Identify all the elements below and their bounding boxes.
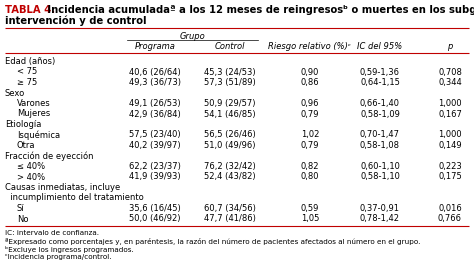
- Text: < 75: < 75: [17, 68, 37, 77]
- Text: TABLA 4.: TABLA 4.: [5, 5, 55, 15]
- Text: Otra: Otra: [17, 141, 36, 150]
- Text: 76,2 (32/42): 76,2 (32/42): [204, 162, 256, 171]
- Text: 1,000: 1,000: [438, 99, 462, 108]
- Text: 52,4 (43/82): 52,4 (43/82): [204, 172, 256, 182]
- Text: 0,223: 0,223: [438, 162, 462, 171]
- Text: 0,64-1,15: 0,64-1,15: [360, 78, 400, 87]
- Text: 0,58-1,08: 0,58-1,08: [360, 141, 400, 150]
- Text: Grupo: Grupo: [180, 32, 205, 41]
- Text: intervención y de control: intervención y de control: [5, 16, 146, 26]
- Text: 49,3 (36/73): 49,3 (36/73): [129, 78, 181, 87]
- Text: 0,708: 0,708: [438, 68, 462, 77]
- Text: No: No: [17, 215, 28, 223]
- Text: > 40%: > 40%: [17, 172, 45, 182]
- Text: 0,78-1,42: 0,78-1,42: [360, 215, 400, 223]
- Text: 50,9 (29/57): 50,9 (29/57): [204, 99, 256, 108]
- Text: Sí: Sí: [17, 204, 25, 213]
- Text: 56,5 (26/46): 56,5 (26/46): [204, 130, 256, 139]
- Text: 47,7 (41/86): 47,7 (41/86): [204, 215, 256, 223]
- Text: 0,59: 0,59: [301, 204, 319, 213]
- Text: 0,016: 0,016: [438, 204, 462, 213]
- Text: p: p: [447, 42, 453, 51]
- Text: 42,9 (36/84): 42,9 (36/84): [129, 110, 181, 118]
- Text: 0,90: 0,90: [301, 68, 319, 77]
- Text: 57,5 (23/40): 57,5 (23/40): [129, 130, 181, 139]
- Text: 40,6 (26/64): 40,6 (26/64): [129, 68, 181, 77]
- Text: Incidencia acumuladaª a los 12 meses de reingresosᵇ o muertes en los subgrupos d: Incidencia acumuladaª a los 12 meses de …: [44, 5, 474, 15]
- Text: ≤ 40%: ≤ 40%: [17, 162, 45, 171]
- Text: 41,9 (39/93): 41,9 (39/93): [129, 172, 181, 182]
- Text: 0,149: 0,149: [438, 141, 462, 150]
- Text: 0,79: 0,79: [301, 110, 319, 118]
- Text: IC: intervalo de confianza.: IC: intervalo de confianza.: [5, 230, 99, 236]
- Text: 35,6 (16/45): 35,6 (16/45): [129, 204, 181, 213]
- Text: Edad (años): Edad (años): [5, 57, 55, 66]
- Text: 0,59-1,36: 0,59-1,36: [360, 68, 400, 77]
- Text: IC del 95%: IC del 95%: [357, 42, 402, 51]
- Text: 0,167: 0,167: [438, 110, 462, 118]
- Text: Causas inmediatas, incluye: Causas inmediatas, incluye: [5, 183, 120, 192]
- Text: 50,0 (46/92): 50,0 (46/92): [129, 215, 181, 223]
- Text: 57,3 (51/89): 57,3 (51/89): [204, 78, 256, 87]
- Text: 51,0 (49/96): 51,0 (49/96): [204, 141, 256, 150]
- Text: 0,766: 0,766: [438, 215, 462, 223]
- Text: 1,000: 1,000: [438, 130, 462, 139]
- Text: Varones: Varones: [17, 99, 51, 108]
- Text: 1,05: 1,05: [301, 215, 319, 223]
- Text: 49,1 (26/53): 49,1 (26/53): [129, 99, 181, 108]
- Text: Isquémica: Isquémica: [17, 130, 60, 140]
- Text: Programa: Programa: [135, 42, 175, 51]
- Text: 60,7 (34/56): 60,7 (34/56): [204, 204, 256, 213]
- Text: 62,2 (23/37): 62,2 (23/37): [129, 162, 181, 171]
- Text: 0,86: 0,86: [301, 78, 319, 87]
- Text: ≥ 75: ≥ 75: [17, 78, 37, 87]
- Text: 0,60-1,10: 0,60-1,10: [360, 162, 400, 171]
- Text: Sexo: Sexo: [5, 89, 25, 97]
- Text: 0,344: 0,344: [438, 78, 462, 87]
- Text: Riesgo relativo (%)ᶜ: Riesgo relativo (%)ᶜ: [268, 42, 352, 51]
- Text: 0,58-1,09: 0,58-1,09: [360, 110, 400, 118]
- Text: 0,58-1,10: 0,58-1,10: [360, 172, 400, 182]
- Text: 0,175: 0,175: [438, 172, 462, 182]
- Text: 40,2 (39/97): 40,2 (39/97): [129, 141, 181, 150]
- Text: 0,79: 0,79: [301, 141, 319, 150]
- Text: Mujeres: Mujeres: [17, 110, 50, 118]
- Text: ᶜIncidencia programa/control.: ᶜIncidencia programa/control.: [5, 254, 111, 260]
- Text: 0,96: 0,96: [301, 99, 319, 108]
- Text: 45,3 (24/53): 45,3 (24/53): [204, 68, 256, 77]
- Text: 0,82: 0,82: [301, 162, 319, 171]
- Text: ªExpresado como porcentajes y, en paréntesis, la razón del número de pacientes a: ªExpresado como porcentajes y, en parént…: [5, 238, 420, 245]
- Text: Etiología: Etiología: [5, 120, 41, 129]
- Text: 1,02: 1,02: [301, 130, 319, 139]
- Text: Control: Control: [215, 42, 245, 51]
- Text: incumplimiento del tratamiento: incumplimiento del tratamiento: [5, 194, 144, 203]
- Text: Fracción de eyección: Fracción de eyección: [5, 151, 93, 161]
- Text: 0,70-1,47: 0,70-1,47: [360, 130, 400, 139]
- Text: 54,1 (46/85): 54,1 (46/85): [204, 110, 256, 118]
- Text: 0,80: 0,80: [301, 172, 319, 182]
- Text: 0,37-0,91: 0,37-0,91: [360, 204, 400, 213]
- Text: ᵇExcluye los ingresos programados.: ᵇExcluye los ingresos programados.: [5, 246, 134, 253]
- Text: 0,66-1,40: 0,66-1,40: [360, 99, 400, 108]
